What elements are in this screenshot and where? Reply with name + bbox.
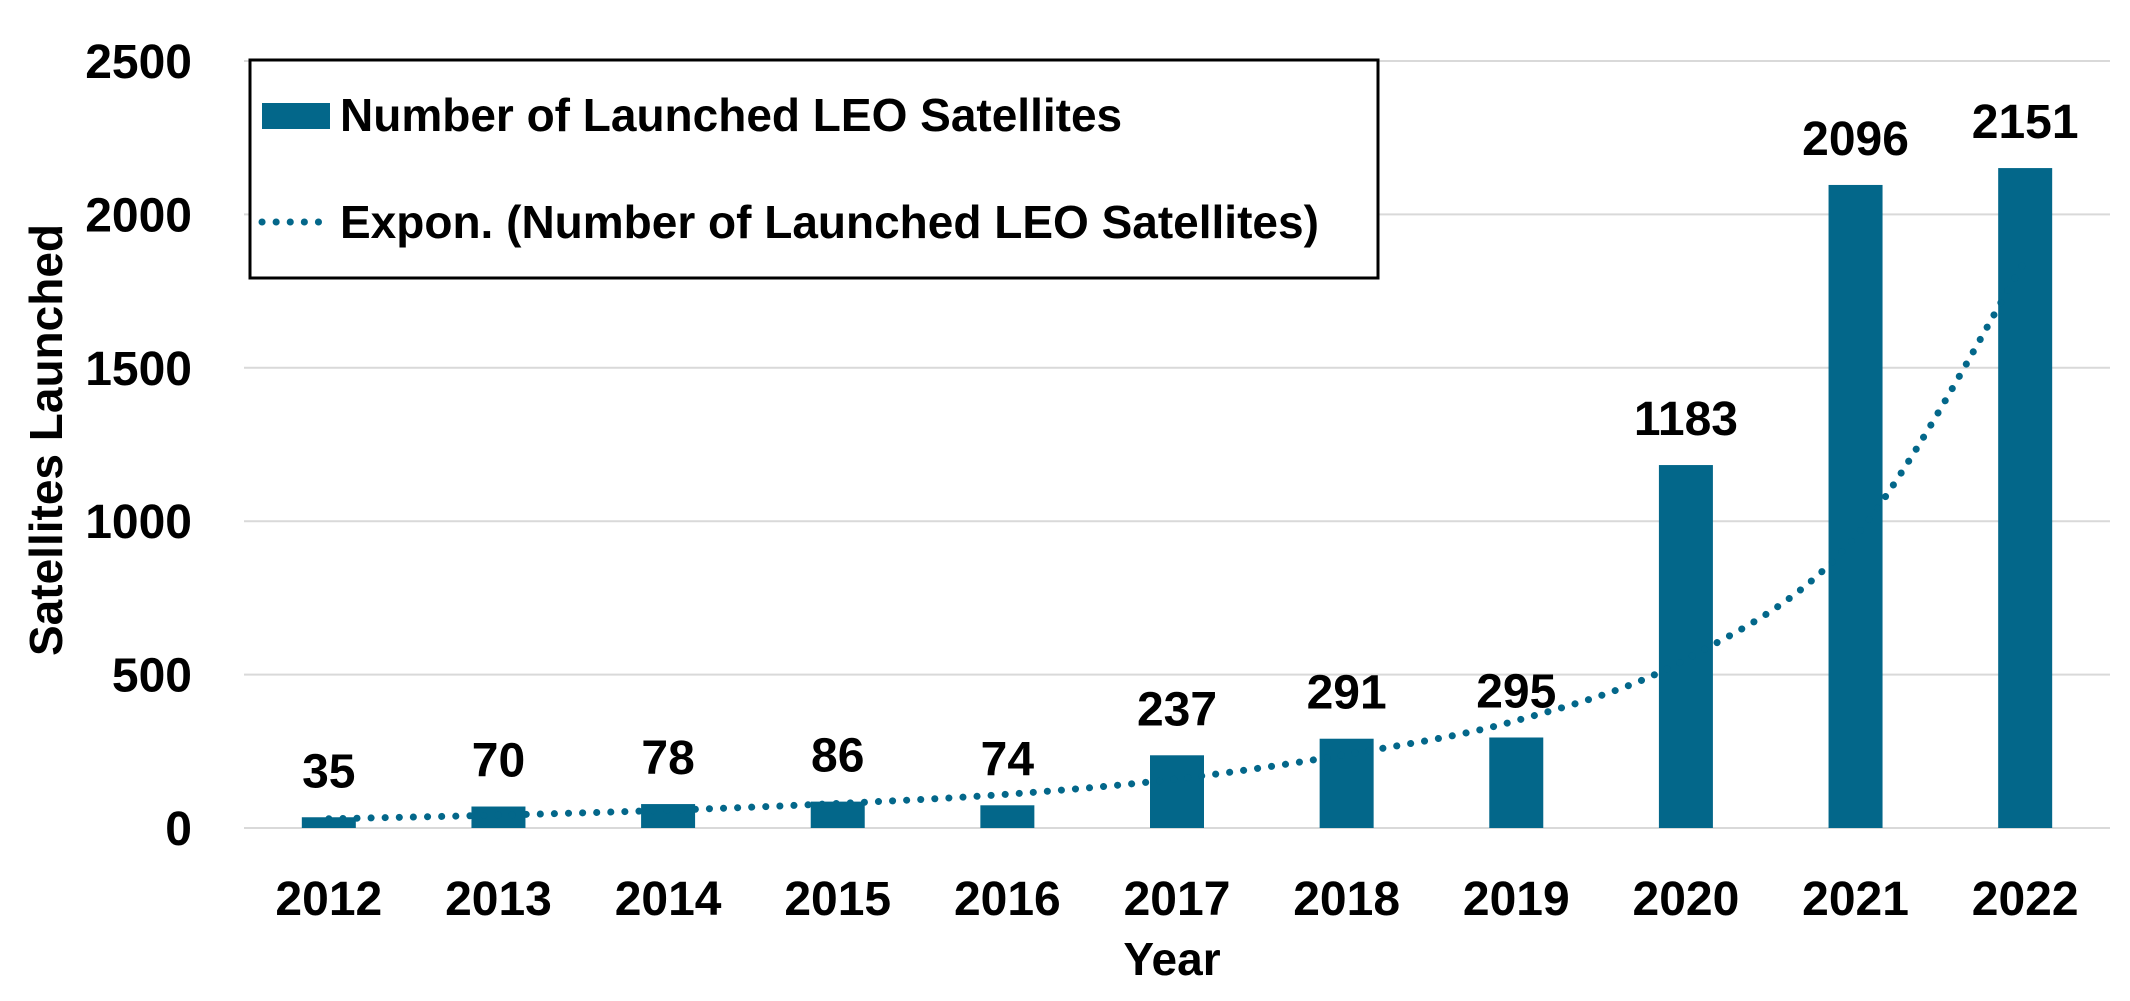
bar	[1150, 755, 1204, 828]
data-label: 1183	[1634, 393, 1738, 446]
x-axis-ticks: 2012 2013 2014 2015 2016 2017 2018 2019 2020 2021…	[275, 873, 2078, 926]
bar	[1319, 738, 1374, 828]
trendline-path	[325, 256, 2029, 823]
legend-bar-swatch	[262, 103, 330, 129]
x-tick-label: 2021	[1802, 873, 1909, 926]
x-tick-label: 2018	[1293, 873, 1400, 926]
y-tick-label: 0	[165, 803, 192, 856]
data-label: 78	[641, 732, 694, 785]
y-tick-label: 500	[112, 650, 192, 703]
legend: Number of Launched LEO Satellites Expon.…	[248, 58, 1380, 280]
y-axis-title: Satellites Launched	[20, 224, 72, 656]
x-tick-label: 2017	[1124, 873, 1231, 926]
y-tick-label: 1500	[85, 343, 192, 396]
x-tick-label: 2020	[1633, 873, 1740, 926]
y-tick-label: 1000	[85, 496, 192, 549]
x-tick-label: 2016	[954, 873, 1061, 926]
bar	[1828, 184, 1883, 828]
x-axis-title: Year	[1123, 933, 1220, 985]
y-axis-ticks: 0 500 1000 1500 2000 2500	[85, 36, 192, 856]
data-label: 295	[1476, 665, 1556, 718]
data-label: 35	[302, 745, 355, 798]
data-label: 86	[811, 730, 864, 783]
bar	[1489, 737, 1544, 828]
x-tick-label: 2014	[615, 873, 722, 926]
x-tick-label: 2013	[445, 873, 552, 926]
bar	[301, 817, 356, 828]
data-label: 2151	[1972, 96, 2079, 149]
bars	[301, 168, 2053, 829]
x-tick-label: 2015	[784, 873, 891, 926]
y-tick-label: 2000	[85, 189, 192, 242]
x-tick-label: 2022	[1972, 873, 2079, 926]
bar	[1998, 168, 2053, 829]
data-label: 237	[1137, 683, 1217, 736]
data-label: 70	[472, 735, 525, 788]
bar	[980, 805, 1035, 828]
data-label: 2096	[1802, 113, 1909, 166]
legend-box	[248, 58, 1380, 280]
data-label: 74	[981, 733, 1035, 786]
legend-label-trendline: Expon. (Number of Launched LEO Satellite…	[340, 196, 1319, 248]
trendline	[325, 256, 2029, 823]
data-label: 291	[1307, 667, 1387, 720]
x-tick-label: 2012	[275, 873, 382, 926]
data-labels: 35 70 78 86 74 237 291 295 1183 2096 2151	[302, 96, 2078, 798]
y-tick-label: 2500	[85, 36, 192, 89]
legend-label-bars: Number of Launched LEO Satellites	[340, 89, 1122, 141]
x-tick-label: 2019	[1463, 873, 1570, 926]
